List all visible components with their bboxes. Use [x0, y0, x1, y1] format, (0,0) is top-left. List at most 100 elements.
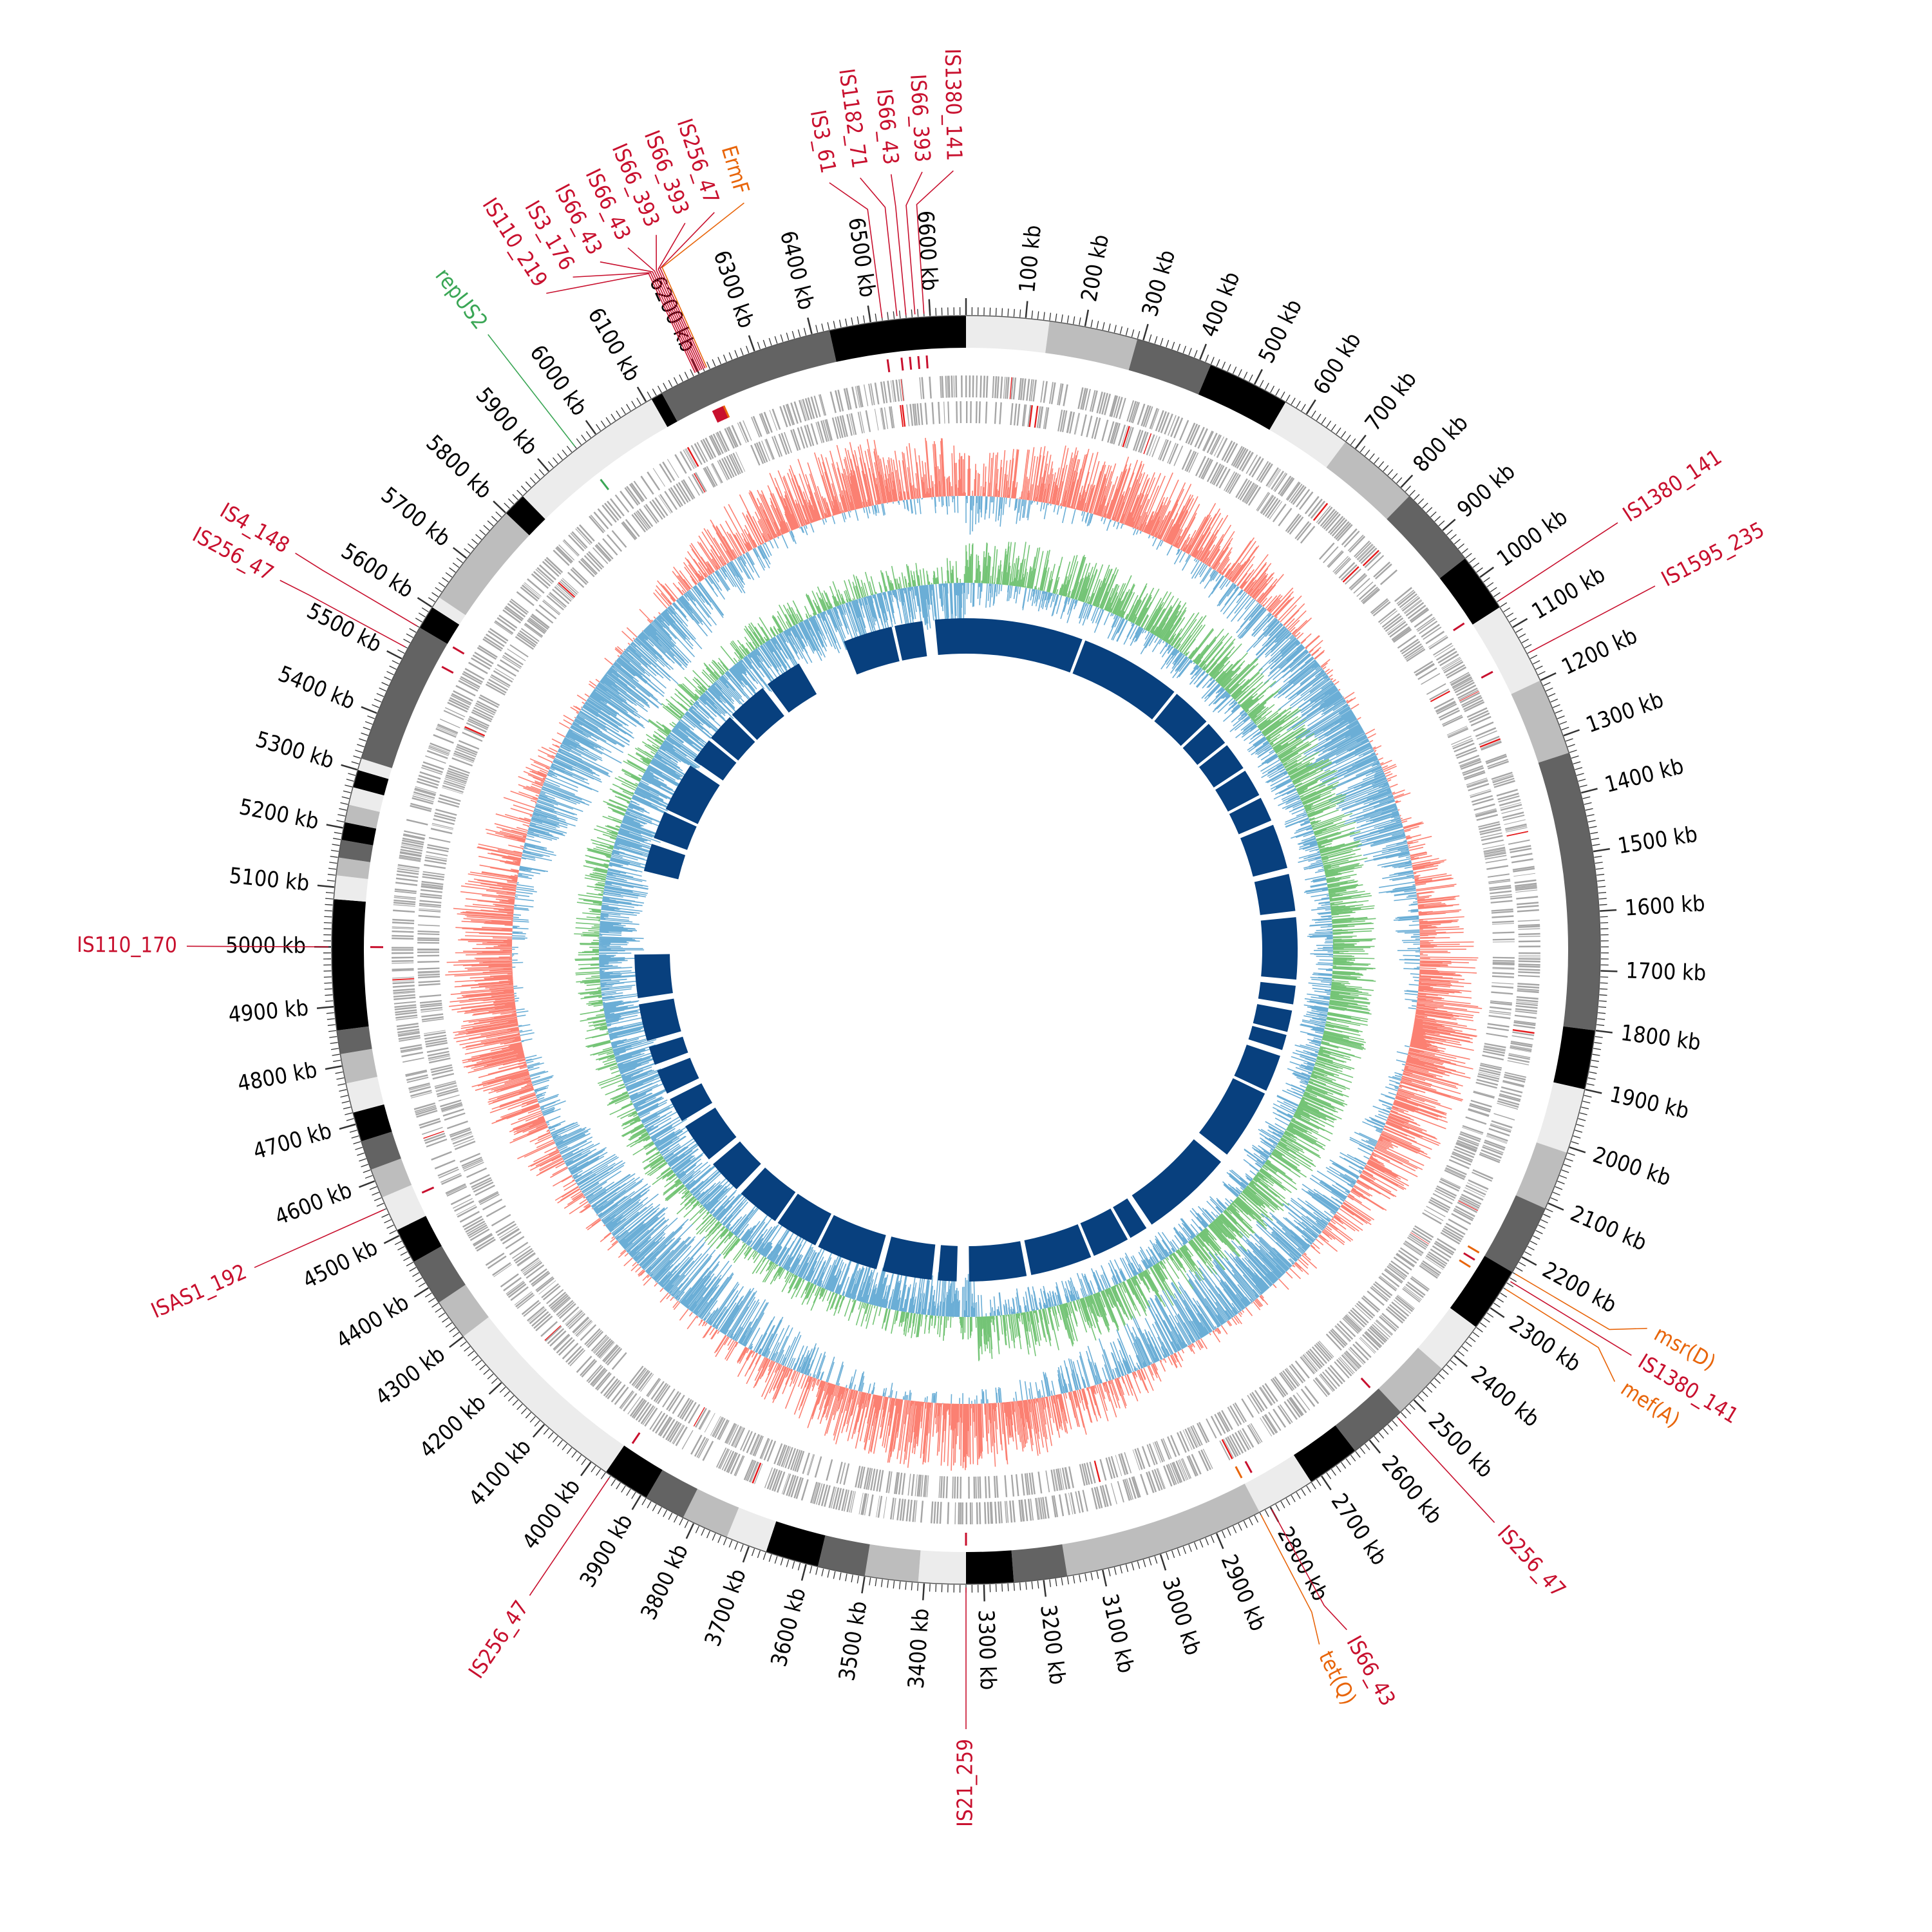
minor-tick: [1519, 1262, 1526, 1267]
annotation-leader: [1499, 522, 1618, 601]
tick-label: 4400 kb: [332, 1289, 413, 1354]
minor-tick: [516, 489, 523, 497]
minor-tick: [1533, 1235, 1540, 1240]
minor-tick: [740, 348, 744, 355]
tick-label: 6400 kb: [775, 229, 819, 313]
minor-tick: [1066, 1577, 1070, 1585]
tick-label: 100 kb: [1014, 224, 1046, 294]
minor-tick: [1567, 1152, 1575, 1156]
minor-tick: [1061, 314, 1063, 323]
minor-tick: [353, 1141, 361, 1144]
minor-tick: [1548, 693, 1556, 697]
minor-tick: [359, 738, 366, 742]
contig-block: [345, 804, 380, 829]
minor-tick: [1096, 1571, 1099, 1579]
minor-tick: [631, 401, 636, 408]
minor-tick: [529, 477, 536, 484]
annotation-label: IS1182_71: [834, 67, 873, 170]
contig-block: [766, 1521, 826, 1567]
minor-tick: [728, 1540, 733, 1548]
minor-tick: [1578, 779, 1586, 782]
tick-label: 4800 kb: [236, 1057, 319, 1097]
minor-tick: [348, 773, 356, 776]
minor-tick: [1590, 1065, 1598, 1068]
major-tick: [1595, 1029, 1613, 1034]
minor-tick: [397, 1245, 405, 1251]
tick-label: 3700 kb: [700, 1566, 752, 1650]
similarity-block: [1258, 981, 1296, 1005]
similarity-block: [818, 1215, 886, 1269]
annotation-marker: [1235, 1466, 1243, 1479]
minor-tick: [389, 1229, 397, 1235]
minor-tick: [1102, 322, 1105, 330]
minor-tick: [1557, 1180, 1565, 1184]
contig-block: [341, 822, 377, 846]
annotation-leader: [890, 174, 907, 316]
similarity-block: [1229, 797, 1272, 835]
annotation-marker: [1463, 1252, 1475, 1261]
minor-tick: [1148, 334, 1152, 343]
minor-tick: [1364, 450, 1370, 457]
minor-tick: [1350, 438, 1356, 446]
annotation-marker: [421, 1186, 435, 1194]
minor-tick: [1469, 558, 1476, 564]
minor-tick: [386, 1224, 394, 1229]
similarity-block: [710, 717, 755, 761]
minor-tick: [616, 1482, 621, 1490]
minor-tick: [1331, 1468, 1336, 1476]
similarity-block: [1182, 723, 1226, 765]
contig-block: [371, 1158, 412, 1198]
minor-tick: [1595, 1036, 1603, 1038]
minor-tick: [460, 1341, 467, 1347]
minor-tick: [668, 1512, 673, 1520]
minor-tick: [616, 410, 621, 418]
contig-block: [336, 1026, 372, 1054]
tick-label: 3300 kb: [973, 1609, 1001, 1690]
major-tick: [1025, 301, 1028, 318]
tick-label: 2700 kb: [1326, 1489, 1392, 1570]
minor-tick: [1378, 461, 1385, 468]
tick-label: 1600 kb: [1624, 891, 1706, 922]
major-tick: [807, 317, 813, 334]
tick-label: 6100 kb: [582, 303, 645, 386]
minor-tick: [723, 1537, 727, 1546]
minor-tick: [357, 744, 365, 748]
minor-tick: [1205, 354, 1209, 363]
minor-tick: [520, 486, 527, 492]
contig-block: [419, 607, 460, 644]
minor-tick: [449, 567, 456, 573]
annotation-label: IS110_170: [77, 932, 177, 958]
contig-block: [1553, 1026, 1596, 1090]
minor-tick: [1446, 1364, 1453, 1370]
minor-tick: [851, 1575, 853, 1583]
minor-tick: [1336, 1465, 1341, 1473]
minor-tick: [911, 309, 913, 317]
minor-tick: [1331, 424, 1336, 431]
minor-tick: [1061, 1577, 1063, 1586]
minor-tick: [418, 1282, 426, 1287]
minor-tick: [1426, 1387, 1433, 1393]
minor-tick: [797, 1562, 801, 1571]
major-tick: [417, 597, 432, 608]
minor-tick: [810, 1566, 813, 1574]
major-tick: [580, 1461, 592, 1477]
major-tick: [488, 1382, 502, 1395]
major-tick: [1102, 1569, 1108, 1587]
minor-tick: [768, 337, 772, 346]
minor-tick: [1469, 1336, 1476, 1342]
minor-tick: [734, 1542, 738, 1550]
minor-tick: [1595, 867, 1604, 870]
annotation-leader: [546, 272, 696, 374]
annotation-marker: [723, 405, 730, 418]
similarity-block: [1240, 824, 1287, 877]
minor-tick: [1559, 1175, 1567, 1179]
major-tick: [537, 458, 550, 472]
contig-block: [1198, 365, 1286, 430]
minor-tick: [668, 380, 673, 388]
minor-tick: [695, 1526, 699, 1533]
minor-tick: [1538, 671, 1546, 676]
minor-tick: [1072, 1575, 1075, 1584]
minor-tick: [445, 572, 453, 578]
minor-tick: [1434, 516, 1441, 522]
contig-block: [506, 496, 545, 536]
